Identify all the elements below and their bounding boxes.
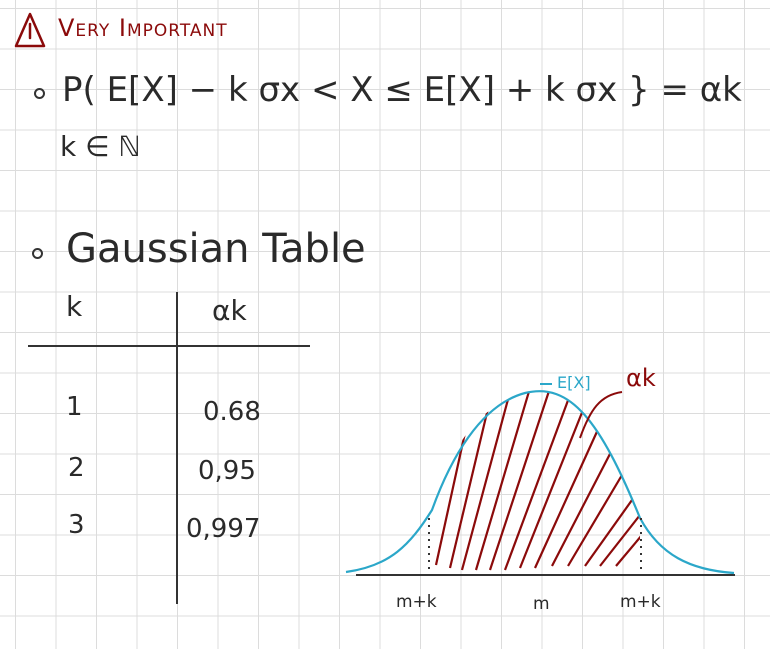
alpha-area-shading [434,391,640,571]
k-domain: k ∈ ℕ [60,130,141,163]
x-tick-label-right: m+k [620,592,661,612]
alpha-pointer [579,391,623,439]
section-title: Gaussian Table [66,226,366,272]
bullet-icon [32,248,43,259]
alpha-label: αk [626,364,656,392]
table-cell-alpha: 0,95 [198,456,256,486]
table-cell-k: 1 [66,392,83,422]
table-header-alpha: αk [212,294,247,327]
table-cell-k: 2 [68,453,85,483]
probability-formula: P( E[X] − k σx < X ≤ E[X] + k σx } = αk [62,70,742,110]
table-cell-alpha: 0.68 [203,397,261,427]
bullet-icon [34,88,45,99]
table-cell-k: 3 [68,510,85,540]
warning-title: Very Important [58,14,228,42]
table-cell-alpha: 0,997 [186,514,261,544]
mean-label: E[X] [557,373,591,392]
table-header-k: k [66,290,83,323]
x-tick-label-left: m+k [396,592,437,612]
gaussian-curve [345,390,735,575]
x-tick-label-mean: m [533,594,550,614]
